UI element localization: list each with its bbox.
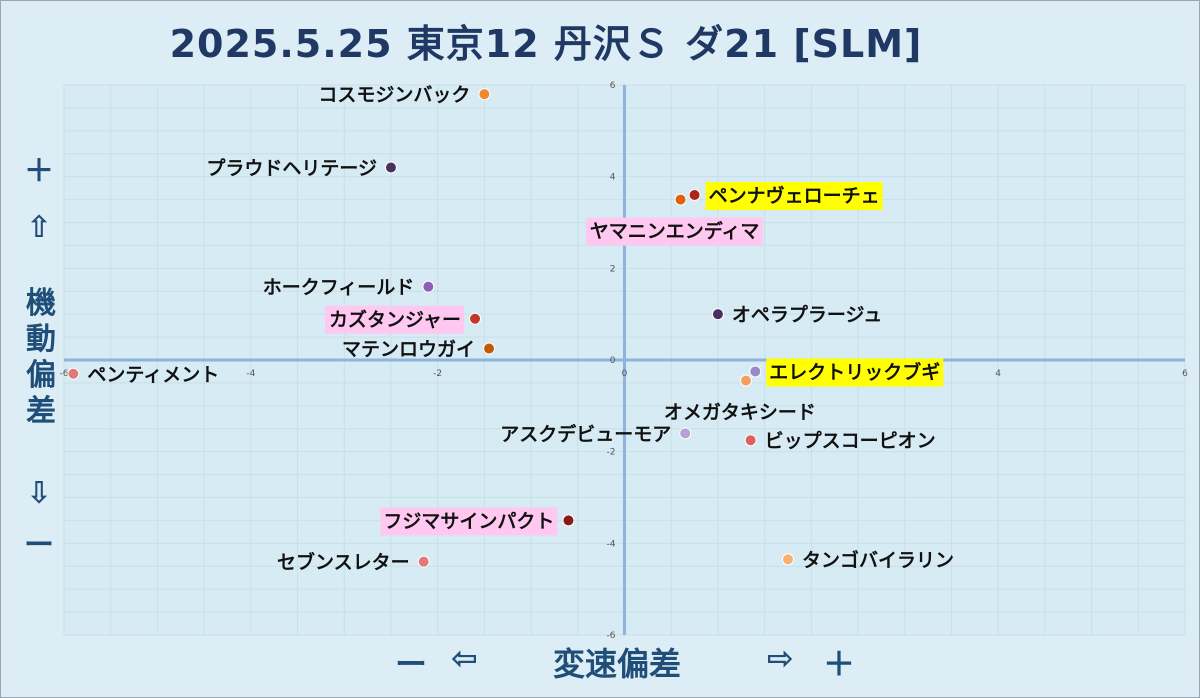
data-point (67, 367, 80, 380)
y-tick-label: 6 (610, 81, 616, 91)
point-label: ホークフィールド (263, 277, 415, 299)
data-point (483, 342, 496, 355)
data-point (739, 374, 752, 387)
data-point (422, 280, 435, 293)
data-point (562, 514, 575, 527)
data-point (781, 553, 794, 566)
point-label: ビップスコーピオン (765, 429, 936, 452)
chart-title: 2025.5.25 東京12 丹沢Ｓ ダ21 [SLM] (169, 22, 923, 66)
label-highlight (325, 305, 465, 334)
data-point (384, 161, 397, 174)
y-tick-label: -6 (607, 631, 616, 641)
y-label-char-1: 機 (26, 286, 56, 321)
point-label: セブンスレター (277, 551, 410, 574)
x-tick-label: 6 (1182, 369, 1188, 379)
y-tick-label: 2 (610, 264, 616, 274)
y-tick-label: -2 (607, 448, 616, 458)
x-legend-plus: ＋ (823, 645, 856, 683)
data-point (674, 193, 687, 206)
x-tick-label: -2 (433, 369, 442, 379)
point-label: オペラプラージュ (732, 303, 882, 326)
point-label: オメガタキシード (664, 402, 816, 424)
y-label-char-2: 動 (26, 322, 56, 357)
data-point (679, 427, 692, 440)
point-label: エレクトリックブギ (769, 360, 940, 383)
y-legend-down-arrow: ⇩ (26, 476, 52, 511)
label-highlight (380, 507, 558, 536)
point-label: マテンロウガイ (342, 339, 475, 361)
data-point (469, 312, 482, 325)
label-highlight (586, 217, 764, 246)
point-label: フジマサインパクト (383, 510, 554, 532)
label-highlight (705, 182, 883, 210)
y-tick-label: -4 (607, 539, 616, 549)
x-tick-label: -4 (246, 369, 255, 379)
data-point (711, 308, 724, 321)
data-point (749, 365, 762, 378)
y-legend-plus: ＋ (24, 154, 54, 189)
x-tick-label: -6 (60, 369, 69, 379)
data-point (417, 555, 430, 568)
x-tick-label: 0 (622, 369, 628, 379)
x-legend-minus: ー (395, 645, 428, 683)
point-label: コスモジンバック (318, 84, 470, 106)
point-label: ペンナヴェローチェ (709, 184, 880, 207)
x-axis-label: 変速偏差 (553, 645, 682, 683)
point-label: アスクデビューモア (500, 422, 671, 445)
data-point (744, 434, 757, 447)
y-label-char-4: 差 (26, 394, 56, 429)
x-legend-right-arrow: ⇨ (767, 639, 794, 677)
x-tick-label: 4 (995, 369, 1001, 379)
y-tick-label: 0 (610, 356, 616, 366)
y-label-char-3: 偏 (26, 358, 56, 393)
point-label: ヤマニンエンディマ (590, 220, 760, 243)
point-label: プラウドヘリテージ (206, 157, 377, 180)
point-label: ペンティメント (87, 364, 219, 386)
label-highlight (766, 358, 944, 387)
x-legend-left-arrow: ⇦ (451, 639, 478, 677)
y-tick-label: 4 (610, 173, 616, 183)
y-legend-minus: ー (24, 528, 54, 563)
point-label: タンゴバイラリン (802, 548, 954, 571)
data-point (478, 88, 491, 101)
point-label: カズタンジャー (329, 308, 461, 331)
y-legend-up-arrow: ⇧ (26, 210, 52, 245)
data-point (688, 189, 701, 201)
